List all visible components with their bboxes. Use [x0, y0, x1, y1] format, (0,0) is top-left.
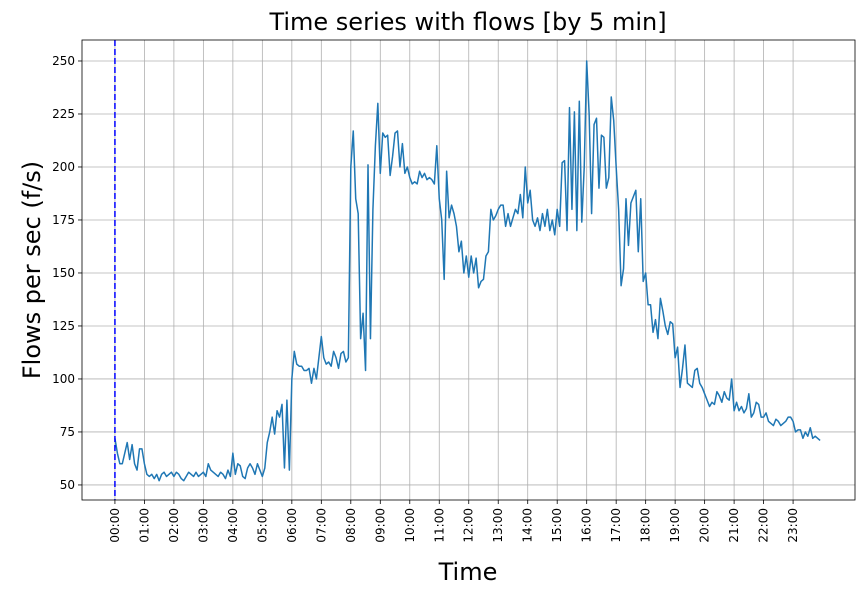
y-axis-label: Flows per sec (f/s) — [18, 161, 46, 379]
x-tick-label: 19:00 — [668, 508, 682, 543]
x-tick-label: 06:00 — [285, 508, 299, 543]
y-tick-label: 50 — [60, 478, 75, 492]
x-tick-label: 23:00 — [786, 508, 800, 543]
x-tick-label: 05:00 — [255, 508, 269, 543]
chart-title: Time series with flows [by 5 min] — [268, 8, 666, 36]
x-tick-label: 15:00 — [550, 508, 564, 543]
x-tick-label: 04:00 — [226, 508, 240, 543]
x-tick-label: 03:00 — [196, 508, 210, 543]
x-tick-label: 10:00 — [403, 508, 417, 543]
x-tick-label: 16:00 — [580, 508, 594, 543]
x-tick-label: 20:00 — [698, 508, 712, 543]
x-tick-label: 12:00 — [462, 508, 476, 543]
y-tick-label: 75 — [60, 425, 75, 439]
x-axis-label: Time — [438, 558, 498, 586]
y-tick-label: 175 — [52, 213, 75, 227]
x-tick-label: 09:00 — [373, 508, 387, 543]
y-tick-label: 150 — [52, 266, 75, 280]
x-tick-label: 22:00 — [757, 508, 771, 543]
x-tick-label: 17:00 — [609, 508, 623, 543]
x-tick-label: 18:00 — [639, 508, 653, 543]
y-tick-label: 125 — [52, 319, 75, 333]
y-tick-label: 225 — [52, 107, 75, 121]
y-tick-label: 100 — [52, 372, 75, 386]
x-tick-label: 11:00 — [432, 508, 446, 543]
x-tick-label: 07:00 — [314, 508, 328, 543]
x-tick-label: 00:00 — [108, 508, 122, 543]
y-tick-label: 250 — [52, 54, 75, 68]
y-tick-label: 200 — [52, 160, 75, 174]
x-tick-label: 08:00 — [344, 508, 358, 543]
x-tick-label: 02:00 — [167, 508, 181, 543]
x-tick-label: 01:00 — [137, 508, 151, 543]
x-tick-label: 13:00 — [491, 508, 505, 543]
x-tick-label: 21:00 — [727, 508, 741, 543]
data-line — [114, 60, 821, 482]
x-tick-label: 14:00 — [521, 508, 535, 543]
plot-frame — [81, 39, 856, 501]
